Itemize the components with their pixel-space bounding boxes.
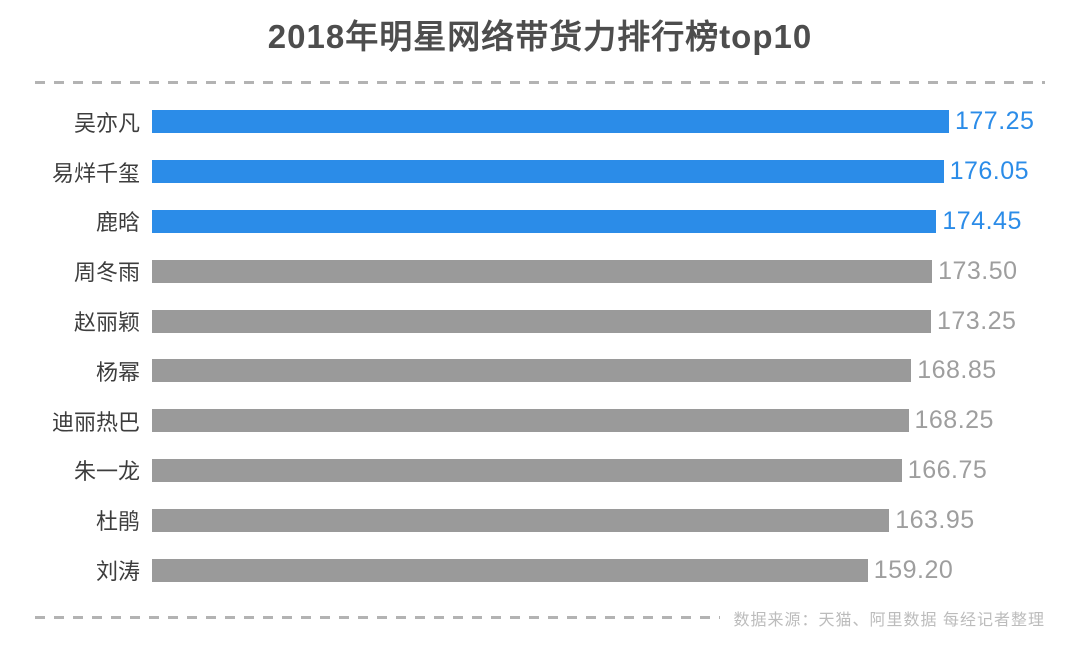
bar-highlighted: [152, 110, 949, 134]
bar-row: 吴亦凡 177.25: [35, 97, 1045, 147]
value-label: 159.20: [873, 555, 954, 584]
bar-track: 174.45: [152, 197, 1045, 247]
value-label: 166.75: [907, 455, 988, 484]
bar-track: 168.25: [152, 396, 1045, 446]
bottom-divider: [35, 616, 720, 620]
bar-row: 鹿晗 174.45: [35, 197, 1045, 247]
bar-row: 易烊千玺 176.05: [35, 147, 1045, 197]
bar: [152, 458, 902, 482]
value-label: 173.25: [937, 306, 1017, 335]
value-label: 168.25: [914, 406, 994, 435]
value-label: 176.05: [949, 157, 1030, 186]
bar-track: 168.85: [152, 346, 1045, 396]
category-label: 杨幂: [95, 359, 140, 385]
value-label: 174.45: [942, 206, 1022, 235]
chart-title: 2018年明星网络带货力排行榜top10: [267, 18, 813, 55]
value-label: 177.25: [955, 107, 1035, 136]
bar-row: 杨幂 168.85: [35, 346, 1045, 396]
category-label: 迪丽热巴: [51, 409, 140, 435]
value-label: 173.50: [938, 256, 1018, 285]
bar-track: 173.25: [152, 296, 1045, 346]
bar-row: 朱一龙 166.75: [35, 446, 1045, 496]
category-label: 赵丽颖: [73, 310, 140, 336]
category-label: 吴亦凡: [73, 110, 140, 136]
bar-row: 赵丽颖 173.25: [35, 296, 1045, 346]
category-label: 周冬雨: [73, 260, 140, 286]
bar-row: 迪丽热巴 168.25: [35, 396, 1045, 446]
bar-track: 176.05: [152, 147, 1045, 197]
bar-track: 173.50: [152, 246, 1045, 296]
top-divider: [35, 81, 1045, 84]
bar: [152, 558, 868, 582]
bar: [152, 508, 890, 532]
bar-row: 刘涛 159.20: [35, 545, 1045, 595]
category-label: 朱一龙: [73, 459, 140, 485]
bar-track: 166.75: [152, 446, 1045, 496]
category-label: 杜鹃: [95, 509, 140, 535]
bar-row: 杜鹃 163.95: [35, 495, 1045, 545]
value-label: 163.95: [895, 505, 975, 534]
category-label: 刘涛: [95, 559, 140, 585]
bar-track: 159.20: [152, 545, 1045, 595]
source-note: 数据来源：天猫、阿里数据 每经记者整理: [733, 611, 1045, 629]
bar: [152, 359, 912, 383]
category-label: 易烊千玺: [51, 160, 140, 186]
category-label: 鹿晗: [95, 210, 140, 236]
bar: [152, 409, 909, 433]
bar: [152, 259, 933, 283]
value-label: 168.85: [917, 356, 997, 385]
bar-highlighted: [152, 160, 944, 184]
bar-row: 周冬雨 173.50: [35, 246, 1045, 296]
bar-highlighted: [152, 209, 937, 233]
bar: [152, 309, 931, 333]
bar-chart: 吴亦凡 177.25 易烊千玺 176.05 鹿晗 174.45 周冬雨 173.50 赵丽颖 1…: [35, 97, 1045, 595]
bar-track: 177.25: [152, 97, 1045, 147]
chart-footer: 数据来源：天猫、阿里数据 每经记者整理: [35, 606, 1045, 630]
bar-track: 163.95: [152, 495, 1045, 545]
